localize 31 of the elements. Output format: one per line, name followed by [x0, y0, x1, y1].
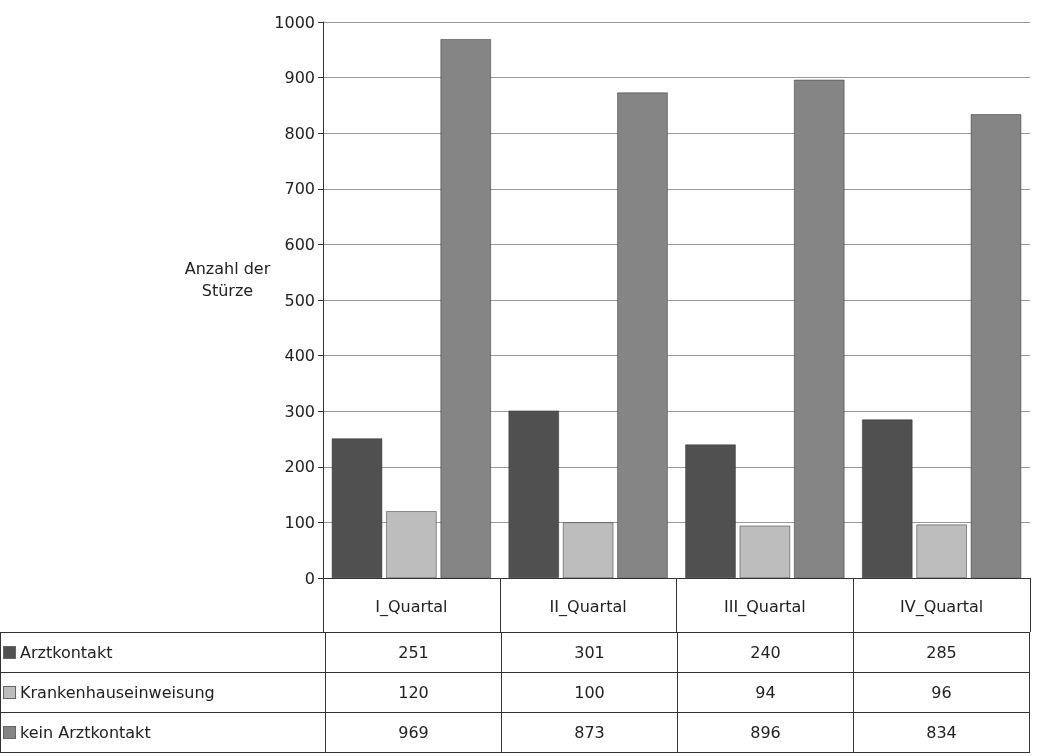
data-label: 251 — [325, 632, 502, 673]
data-label: 96 — [853, 672, 1030, 713]
data-label: 834 — [853, 712, 1030, 753]
y-tick-label: 700 — [284, 179, 315, 199]
x-tick-label: IV_Quartal — [899, 596, 984, 617]
data-label: 285 — [853, 632, 1030, 673]
y-tick-label: 900 — [284, 68, 315, 88]
legend-label: Krankenhauseinweisung — [0, 672, 326, 713]
data-label: 896 — [677, 712, 854, 753]
data-label: 969 — [325, 712, 502, 753]
y-tick-label: 400 — [284, 346, 315, 366]
legend-label: Arztkontakt — [0, 632, 326, 673]
y-axis-title: Anzahl der Stürze — [183, 258, 272, 302]
y-tick-label: 100 — [284, 512, 315, 532]
data-label: 120 — [325, 672, 502, 713]
data-label: 873 — [501, 712, 678, 753]
data-label: 100 — [501, 672, 678, 713]
y-tick-label: 1000 — [274, 12, 315, 32]
data-label: 94 — [677, 672, 854, 713]
y-tick-label: 200 — [284, 457, 315, 477]
x-tick-label: II_Quartal — [549, 596, 627, 617]
y-tick-label: 500 — [284, 290, 315, 310]
y-tick-label: 300 — [284, 401, 315, 421]
y-tick-label: 0 — [304, 568, 315, 588]
x-tick-label: I_Quartal — [375, 596, 448, 617]
x-tick-label: III_Quartal — [723, 596, 806, 617]
y-tick-label: 600 — [284, 234, 315, 254]
data-label: 301 — [501, 632, 678, 673]
legend-label: kein Arztkontakt — [0, 712, 326, 753]
y-tick-label: 800 — [284, 123, 315, 143]
data-label: 240 — [677, 632, 854, 673]
